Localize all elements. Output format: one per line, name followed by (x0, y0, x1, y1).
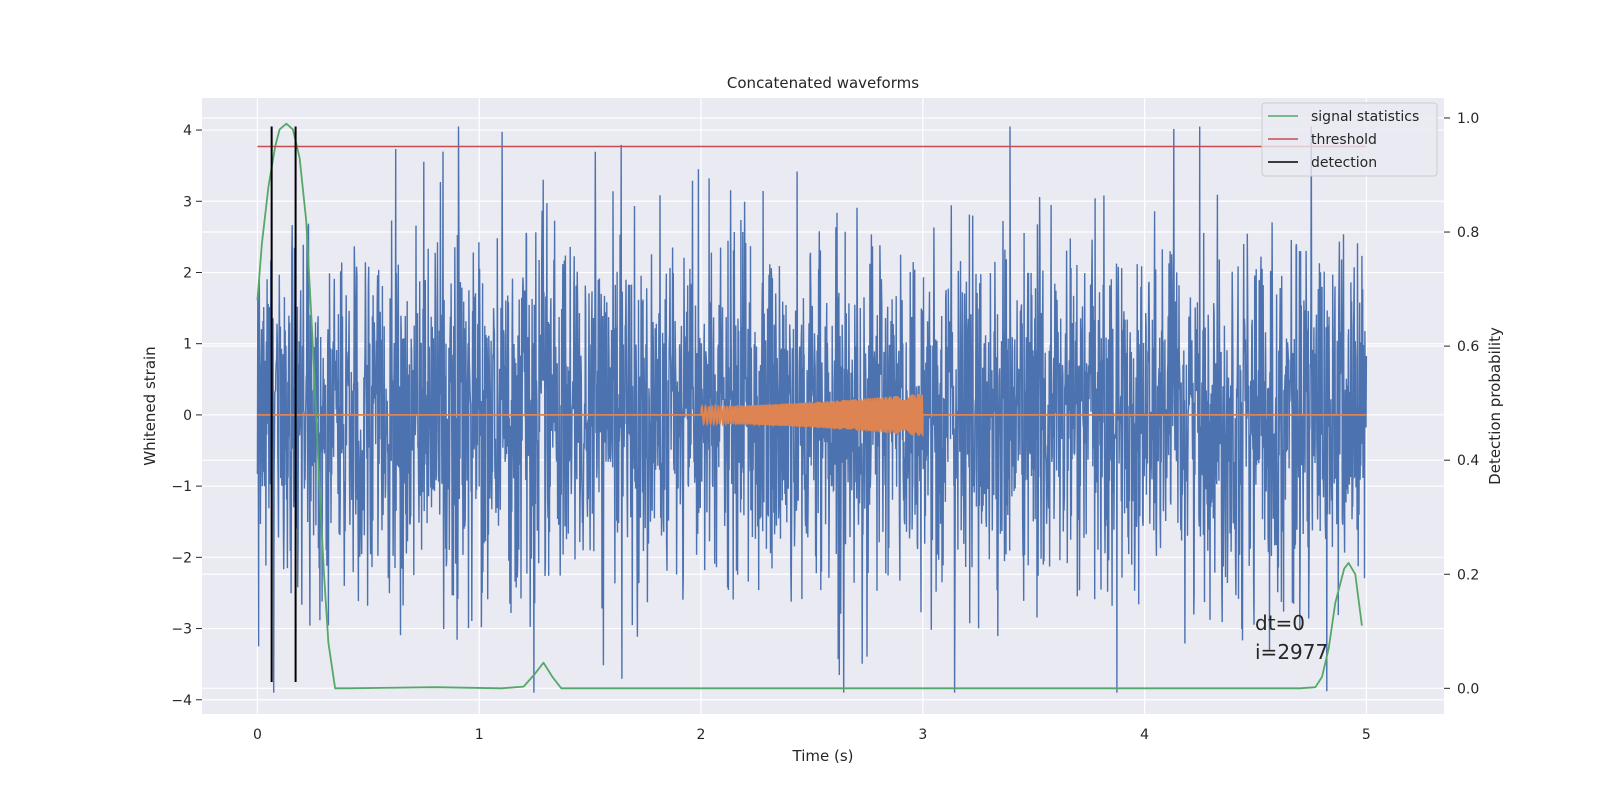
y-tick-label: −4 (171, 693, 192, 709)
x-axis-label: Time (s) (792, 747, 854, 765)
y-tick-label: 1 (183, 337, 192, 353)
signal-statistics-line (256, 122, 1363, 690)
y-tick-label: −3 (171, 622, 192, 638)
y-tick-label: −1 (171, 479, 192, 495)
legend: signal statistics threshold detection (1261, 102, 1438, 177)
annotation-i: i=2977 (1255, 640, 1328, 664)
injection-series (257, 393, 1367, 437)
annotation: dt=0 i=2977 (1255, 611, 1328, 664)
legend-box (1261, 102, 1438, 177)
x-tick-label: 3 (918, 727, 927, 743)
y-right-axis-label: Detection probability (1486, 327, 1504, 485)
y-right-tick-label: 0.0 (1457, 681, 1479, 697)
y-tick-label: −2 (171, 550, 192, 566)
x-tick-label: 4 (1140, 727, 1149, 743)
y-right-tick-label: 1.0 (1457, 111, 1479, 127)
annotation-dt: dt=0 (1255, 611, 1305, 635)
x-tick-label: 2 (697, 727, 706, 743)
legend-label-signal-statistics: signal statistics (1311, 109, 1419, 125)
strain-series (256, 126, 1368, 693)
chart-title: Concatenated waveforms (727, 74, 919, 92)
y-right-tick-label: 0.6 (1457, 339, 1479, 355)
y-axis-label: Whitened strain (141, 346, 159, 465)
y-right-tick-label: 0.8 (1457, 225, 1479, 241)
y-tick-label: 4 (183, 123, 192, 139)
y-tick-label: 0 (183, 408, 192, 424)
detection-series (270, 126, 297, 682)
legend-label-detection: detection (1311, 155, 1377, 171)
x-tick-label: 1 (475, 727, 484, 743)
y-tick-label: 2 (183, 265, 192, 281)
legend-label-threshold: threshold (1311, 132, 1377, 148)
y-right-tick-label: 0.4 (1457, 453, 1479, 469)
x-tick-label: 0 (253, 727, 262, 743)
y-right-tick-label: 0.2 (1457, 567, 1479, 583)
signal-statistics-series (256, 122, 1363, 690)
x-tick-label: 5 (1362, 727, 1371, 743)
injection-chirp (700, 393, 924, 437)
axis-ticks: 0 1 2 3 4 5 4 3 2 1 0 −1 −2 −3 −4 1.0 0.8 0.6 0.4 0.2 0.0 (171, 111, 1479, 743)
strain-line (256, 126, 1368, 693)
y-tick-label: 3 (183, 194, 192, 210)
